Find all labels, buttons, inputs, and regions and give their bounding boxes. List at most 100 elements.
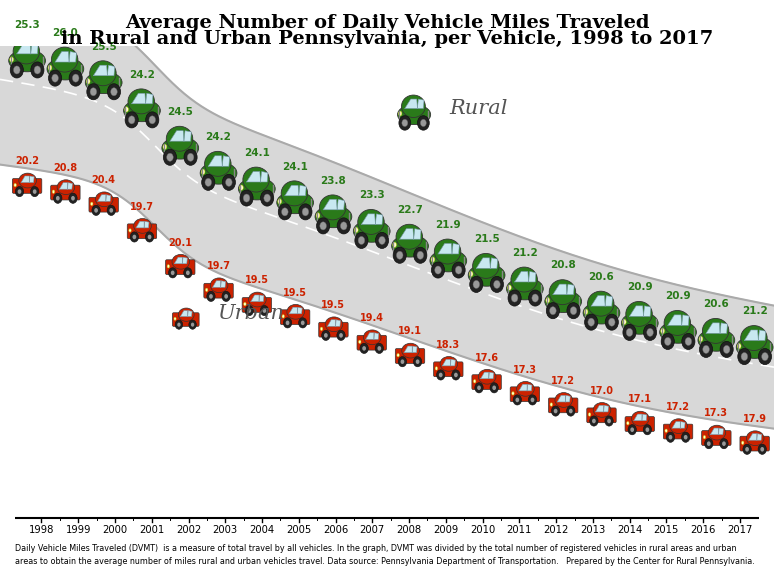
Ellipse shape — [434, 239, 461, 264]
Circle shape — [550, 306, 557, 314]
Ellipse shape — [440, 357, 457, 371]
Polygon shape — [174, 257, 183, 264]
Text: 17.1: 17.1 — [628, 395, 652, 404]
Polygon shape — [327, 320, 336, 326]
Polygon shape — [297, 307, 302, 314]
Ellipse shape — [354, 220, 390, 242]
FancyBboxPatch shape — [587, 408, 616, 423]
Circle shape — [339, 333, 343, 338]
Text: 1999: 1999 — [66, 525, 91, 535]
Ellipse shape — [468, 264, 505, 286]
Circle shape — [643, 425, 652, 435]
Circle shape — [553, 409, 557, 413]
Text: 19.1: 19.1 — [398, 327, 422, 336]
Text: 2008: 2008 — [396, 525, 422, 535]
Circle shape — [490, 276, 503, 293]
Text: 17.0: 17.0 — [590, 386, 614, 396]
Circle shape — [146, 232, 154, 242]
Circle shape — [130, 232, 139, 242]
Polygon shape — [94, 65, 108, 76]
Circle shape — [681, 432, 690, 443]
Polygon shape — [213, 281, 221, 287]
Circle shape — [283, 318, 292, 328]
Text: 24.1: 24.1 — [283, 162, 308, 171]
Polygon shape — [208, 156, 222, 166]
Circle shape — [393, 247, 406, 263]
Ellipse shape — [87, 78, 90, 84]
Text: 19.5: 19.5 — [321, 300, 345, 310]
Polygon shape — [557, 395, 565, 402]
Circle shape — [477, 385, 481, 390]
Text: 2000: 2000 — [102, 525, 128, 535]
Circle shape — [607, 419, 611, 424]
Ellipse shape — [240, 185, 243, 190]
Circle shape — [175, 320, 183, 329]
Ellipse shape — [627, 421, 629, 425]
Circle shape — [324, 333, 327, 338]
Ellipse shape — [162, 137, 199, 159]
Circle shape — [762, 353, 769, 361]
Circle shape — [435, 266, 441, 274]
Ellipse shape — [699, 336, 703, 342]
Text: 24.5: 24.5 — [167, 107, 194, 117]
Circle shape — [189, 320, 197, 329]
Circle shape — [222, 174, 235, 190]
FancyBboxPatch shape — [625, 417, 655, 432]
Polygon shape — [706, 323, 720, 334]
Ellipse shape — [704, 436, 706, 439]
Ellipse shape — [622, 319, 626, 324]
Polygon shape — [668, 315, 682, 325]
Circle shape — [375, 233, 389, 249]
Circle shape — [90, 88, 97, 96]
Circle shape — [187, 153, 194, 162]
Circle shape — [722, 441, 726, 446]
Circle shape — [623, 324, 636, 340]
Circle shape — [452, 262, 465, 278]
Polygon shape — [682, 315, 689, 325]
Ellipse shape — [281, 181, 307, 206]
Polygon shape — [285, 185, 299, 196]
Text: 2017: 2017 — [728, 525, 752, 535]
Circle shape — [301, 321, 305, 325]
Circle shape — [341, 222, 347, 230]
Ellipse shape — [167, 265, 170, 268]
Text: 23.3: 23.3 — [359, 190, 385, 200]
Circle shape — [437, 370, 445, 380]
Ellipse shape — [354, 227, 358, 233]
Ellipse shape — [508, 285, 512, 290]
Ellipse shape — [659, 321, 697, 343]
FancyBboxPatch shape — [549, 398, 578, 413]
Ellipse shape — [583, 302, 620, 324]
FancyBboxPatch shape — [50, 185, 80, 200]
Circle shape — [473, 280, 480, 288]
Ellipse shape — [741, 441, 744, 444]
Text: 2010: 2010 — [470, 525, 495, 535]
Polygon shape — [443, 359, 450, 366]
Circle shape — [279, 204, 292, 220]
Circle shape — [92, 205, 101, 215]
Polygon shape — [567, 284, 574, 295]
FancyBboxPatch shape — [12, 178, 42, 193]
Polygon shape — [180, 310, 188, 316]
Ellipse shape — [550, 280, 576, 305]
Polygon shape — [757, 434, 762, 440]
Ellipse shape — [51, 47, 78, 72]
Text: 17.3: 17.3 — [513, 365, 537, 374]
Polygon shape — [413, 228, 421, 239]
Polygon shape — [374, 333, 378, 339]
Text: 2005: 2005 — [286, 525, 311, 535]
Ellipse shape — [166, 126, 193, 151]
Ellipse shape — [364, 330, 381, 344]
Ellipse shape — [396, 224, 423, 249]
FancyBboxPatch shape — [89, 197, 118, 212]
Text: 21.5: 21.5 — [474, 234, 499, 244]
Circle shape — [132, 235, 136, 239]
Circle shape — [413, 357, 422, 367]
Text: 25.3: 25.3 — [14, 20, 40, 30]
Circle shape — [683, 435, 687, 440]
Ellipse shape — [469, 271, 473, 276]
Polygon shape — [221, 281, 225, 287]
Polygon shape — [0, 0, 774, 429]
Ellipse shape — [587, 291, 614, 316]
Circle shape — [590, 416, 598, 426]
